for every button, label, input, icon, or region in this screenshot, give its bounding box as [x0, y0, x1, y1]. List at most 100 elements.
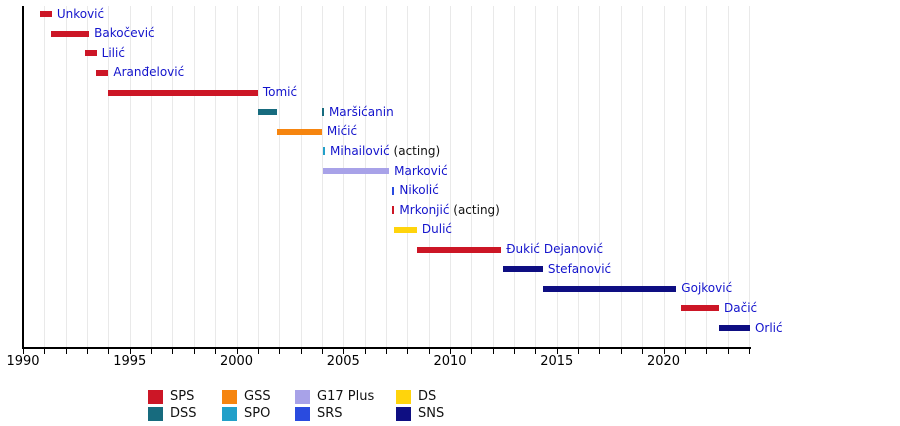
year-tick	[172, 349, 174, 354]
year-tick	[236, 349, 238, 354]
year-tick	[87, 349, 89, 354]
legend-swatch	[222, 407, 237, 421]
year-gridline	[364, 6, 366, 347]
year-gridline	[108, 6, 110, 347]
term-bar	[416, 246, 502, 253]
year-tick	[300, 349, 302, 354]
year-tick	[642, 349, 644, 354]
year-tick-label: 2020	[646, 354, 681, 369]
year-tick	[599, 349, 601, 354]
term-bar	[108, 89, 258, 96]
person-link[interactable]: Mićić	[326, 124, 358, 139]
legend-swatch	[396, 407, 411, 421]
year-tick	[727, 349, 729, 354]
year-tick	[108, 349, 110, 354]
term-bar	[95, 69, 109, 76]
term-bar	[503, 266, 543, 273]
legend-item-label: G17 Plus	[317, 389, 375, 404]
person-link[interactable]: Unković	[56, 6, 105, 21]
year-gridline	[215, 6, 217, 347]
person-label: Unković	[57, 6, 104, 23]
term-mark	[321, 108, 324, 117]
year-gridline	[599, 6, 601, 347]
year-gridline	[257, 6, 259, 347]
person-link[interactable]: Tomić	[262, 85, 298, 100]
year-tick	[364, 349, 366, 354]
legend-item-label: DSS	[170, 406, 197, 421]
person-link[interactable]: Mihailović	[330, 143, 390, 158]
term-bar	[394, 226, 417, 233]
legend-item-label: SNS	[418, 406, 445, 421]
person-link[interactable]: Orlić	[754, 320, 783, 335]
person-label: Aranđelović	[113, 64, 184, 81]
year-tick	[23, 349, 24, 354]
year-gridline	[642, 6, 644, 347]
person-label: Mrkonjić (acting)	[399, 202, 499, 219]
year-tick	[215, 349, 217, 354]
person-link[interactable]: Bakočević	[94, 26, 155, 41]
year-tick	[514, 349, 516, 354]
year-tick	[65, 349, 67, 354]
person-link[interactable]: Đukić Dejanović	[506, 242, 604, 257]
person-label: Lilić	[102, 45, 125, 62]
year-tick	[385, 349, 387, 354]
person-link[interactable]: Mrkonjić	[399, 202, 450, 217]
year-tick	[151, 349, 153, 354]
term-bar	[277, 128, 322, 135]
year-tick	[578, 349, 580, 354]
person-label: Tomić	[263, 84, 297, 101]
year-tick	[706, 349, 708, 354]
person-label: Mićić	[327, 123, 357, 140]
person-link[interactable]: Stefanović	[547, 261, 612, 276]
person-link[interactable]: Gojković	[681, 281, 733, 296]
year-gridline	[748, 6, 750, 347]
person-link[interactable]: Maršićanin	[328, 104, 394, 119]
person-label: Dulić	[422, 221, 452, 238]
person-label: Maršićanin	[329, 104, 394, 121]
year-gridline	[471, 6, 473, 347]
person-label: Stefanović	[548, 261, 611, 278]
term-bar	[542, 285, 677, 292]
year-tick-label: 2005	[326, 354, 360, 369]
person-label: Marković	[394, 163, 448, 180]
year-tick	[321, 349, 323, 354]
person-label: Orlić	[755, 320, 783, 337]
year-tick	[620, 349, 622, 354]
person-link[interactable]: Dulić	[421, 222, 453, 237]
person-link[interactable]: Lilić	[101, 45, 125, 60]
person-link[interactable]: Aranđelović	[113, 65, 185, 80]
legend-item-label: SPO	[244, 406, 271, 421]
x-axis-line	[22, 347, 751, 349]
year-gridline	[279, 6, 281, 347]
legend-swatch	[295, 407, 310, 421]
term-bar	[50, 30, 90, 37]
year-gridline	[663, 6, 665, 347]
year-gridline	[492, 6, 494, 347]
year-tick	[279, 349, 281, 354]
year-gridline	[65, 6, 67, 347]
year-gridline	[172, 6, 174, 347]
year-tick	[535, 349, 537, 354]
acting-suffix: (acting)	[449, 202, 500, 217]
year-gridline	[87, 6, 89, 347]
person-link[interactable]: Marković	[394, 163, 448, 178]
person-link[interactable]: Dačić	[724, 300, 758, 315]
year-tick-label: 1995	[113, 354, 147, 369]
year-gridline	[44, 6, 46, 347]
term-bar	[84, 50, 97, 57]
year-gridline	[620, 6, 622, 347]
year-tick	[257, 349, 259, 354]
legend-swatch	[222, 390, 237, 404]
year-tick	[471, 349, 473, 354]
acting-suffix: (acting)	[389, 143, 441, 158]
legend-item-label: DS	[418, 389, 437, 404]
legend-swatch	[148, 407, 163, 421]
year-gridline	[578, 6, 580, 347]
year-gridline	[300, 6, 302, 347]
term-mark	[323, 147, 326, 156]
term-mark	[392, 186, 395, 195]
legend-item-label: GSS	[244, 389, 271, 404]
person-link[interactable]: Nikolić	[399, 183, 439, 198]
legend-item-label: SPS	[170, 389, 195, 404]
